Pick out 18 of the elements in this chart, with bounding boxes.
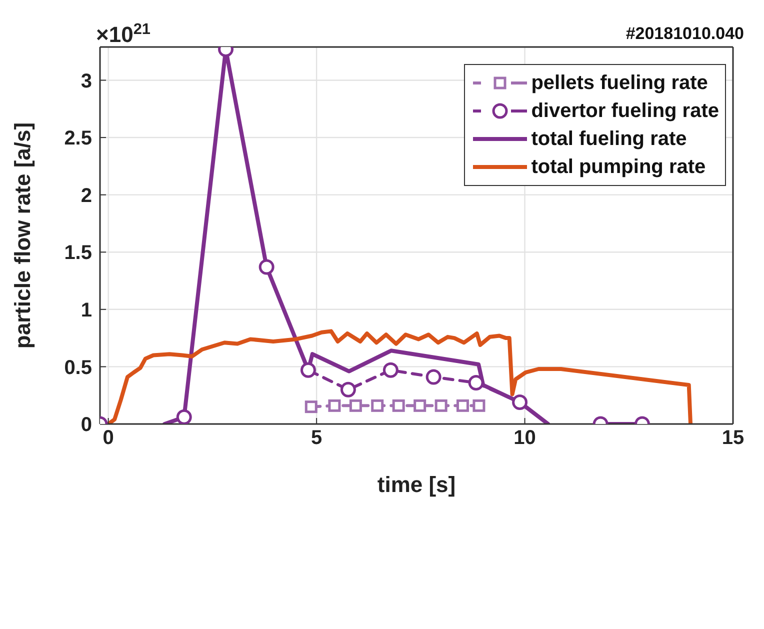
x-tick-label: 0 [102, 427, 114, 450]
legend-label: total fueling rate [531, 128, 687, 150]
legend-label: divertor fueling rate [531, 100, 719, 122]
x-axis-title: time [s] [377, 472, 456, 497]
legend-label: pellets fueling rate [531, 72, 708, 94]
y-tick-label: 3 [80, 70, 92, 92]
x-tick-label: 15 [722, 427, 744, 450]
x-tick-label: 10 [514, 427, 536, 450]
y-tick-label: 1 [80, 300, 92, 322]
annotation: ×10$^{21}$ [96, 20, 151, 47]
chart-title: #20181010.040 [626, 24, 744, 44]
y-tick-label: 2 [80, 184, 92, 207]
y-tick-label: 1.5 [64, 242, 92, 264]
x-tick-label: 5 [310, 427, 322, 450]
y-axis-title: particle flow rate [a/s] [10, 122, 35, 349]
y-tick-label: 2.5 [64, 128, 92, 150]
y-tick-label: 0.5 [64, 356, 92, 379]
legend-label: total pumping rate [531, 156, 706, 178]
